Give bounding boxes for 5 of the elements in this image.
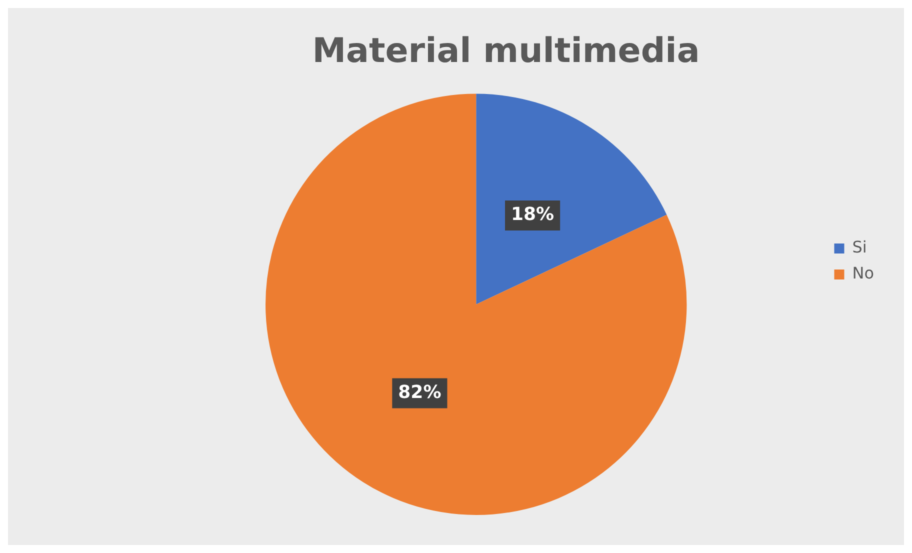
chart-title: Material multimedia bbox=[312, 31, 700, 72]
legend-label: No bbox=[852, 264, 874, 283]
legend-label: Si bbox=[852, 238, 867, 257]
data-label: 18% bbox=[510, 204, 554, 226]
data-label: 82% bbox=[398, 382, 442, 403]
